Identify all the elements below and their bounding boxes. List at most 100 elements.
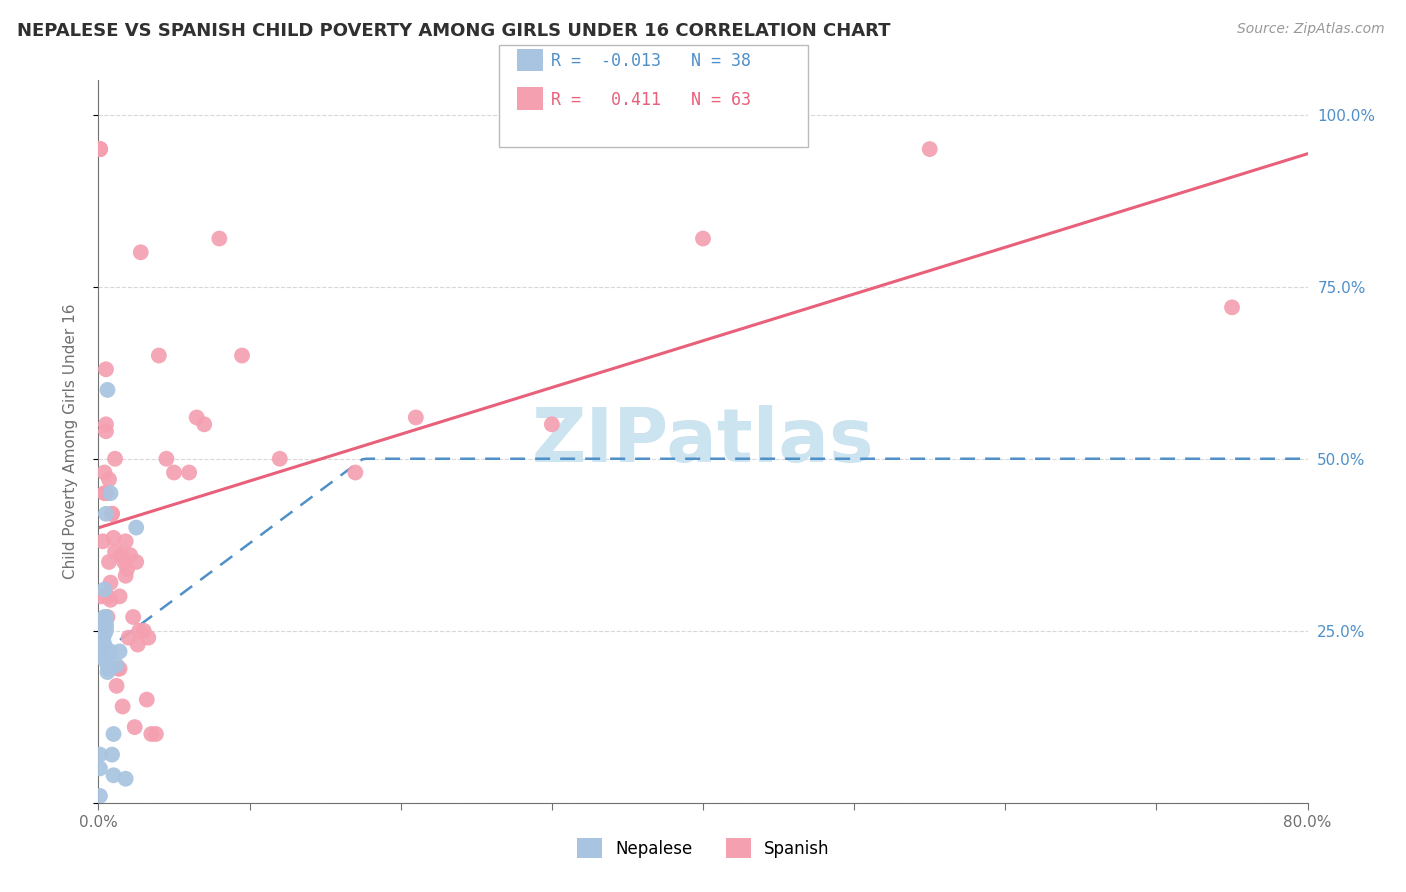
Point — [125, 555, 148, 569]
Point — [93, 627, 115, 641]
Point — [103, 768, 125, 782]
Text: R =  -0.013   N = 38: R = -0.013 N = 38 — [551, 53, 751, 70]
Point — [96, 383, 118, 397]
Point — [104, 451, 127, 466]
Point — [93, 610, 115, 624]
Point — [94, 362, 117, 376]
Point — [141, 727, 163, 741]
Point — [89, 761, 111, 775]
Point — [89, 789, 111, 803]
Point — [93, 616, 115, 631]
Point — [91, 624, 114, 638]
Point — [93, 616, 115, 631]
Point — [94, 616, 117, 631]
Point — [692, 231, 714, 245]
Point — [179, 466, 201, 480]
Point — [90, 634, 112, 648]
Point — [122, 610, 145, 624]
Point — [186, 410, 208, 425]
Point — [100, 644, 122, 658]
Point — [193, 417, 215, 432]
Text: R =   0.411   N = 63: R = 0.411 N = 63 — [551, 91, 751, 109]
Point — [94, 610, 117, 624]
Point — [101, 747, 124, 762]
Point — [114, 534, 136, 549]
Point — [93, 582, 115, 597]
Point — [90, 644, 112, 658]
Y-axis label: Child Poverty Among Girls Under 16: Child Poverty Among Girls Under 16 — [63, 304, 77, 579]
Point — [91, 534, 114, 549]
Point — [96, 651, 118, 665]
Point — [103, 531, 125, 545]
Point — [96, 610, 118, 624]
Point — [96, 665, 118, 679]
Point — [98, 472, 121, 486]
Point — [98, 658, 121, 673]
Point — [918, 142, 941, 156]
Point — [344, 466, 367, 480]
Point — [208, 231, 231, 245]
Point — [103, 727, 125, 741]
Point — [231, 349, 253, 363]
Point — [111, 699, 134, 714]
Point — [108, 662, 131, 676]
Point — [91, 638, 114, 652]
Point — [91, 648, 114, 662]
Point — [163, 466, 186, 480]
Point — [89, 142, 111, 156]
Point — [135, 692, 157, 706]
Text: ZIPatlas: ZIPatlas — [531, 405, 875, 478]
Point — [91, 651, 114, 665]
Point — [115, 562, 138, 576]
Point — [90, 590, 112, 604]
Point — [110, 548, 132, 562]
Point — [94, 507, 117, 521]
Point — [540, 417, 562, 432]
Point — [118, 631, 141, 645]
Point — [93, 638, 115, 652]
Point — [129, 245, 152, 260]
Point — [155, 451, 177, 466]
Point — [114, 568, 136, 582]
Point — [94, 424, 117, 438]
Point — [127, 638, 149, 652]
Point — [136, 631, 159, 645]
Point — [132, 624, 155, 638]
Point — [98, 662, 121, 676]
Point — [1220, 301, 1243, 315]
Point — [100, 486, 122, 500]
Point — [91, 631, 114, 645]
Text: Source: ZipAtlas.com: Source: ZipAtlas.com — [1237, 22, 1385, 37]
Point — [89, 142, 111, 156]
Point — [89, 747, 111, 762]
Point — [124, 720, 146, 734]
Point — [100, 592, 122, 607]
Point — [101, 507, 124, 521]
Point — [125, 520, 148, 534]
Point — [405, 410, 427, 425]
Point — [89, 142, 111, 156]
Point — [105, 679, 128, 693]
Point — [112, 555, 135, 569]
Point — [89, 142, 111, 156]
Point — [104, 544, 127, 558]
Point — [100, 575, 122, 590]
Point — [90, 627, 112, 641]
Point — [93, 486, 115, 500]
Point — [120, 548, 142, 562]
Point — [94, 624, 117, 638]
Point — [94, 486, 117, 500]
Point — [98, 555, 121, 569]
Point — [145, 727, 167, 741]
Point — [101, 507, 124, 521]
Point — [94, 620, 117, 634]
Point — [128, 624, 150, 638]
Point — [108, 590, 131, 604]
Point — [91, 644, 114, 658]
Point — [269, 451, 291, 466]
Point — [148, 349, 170, 363]
Point — [96, 590, 118, 604]
Legend: Nepalese, Spanish: Nepalese, Spanish — [568, 830, 838, 867]
Point — [98, 662, 121, 676]
Point — [108, 644, 131, 658]
